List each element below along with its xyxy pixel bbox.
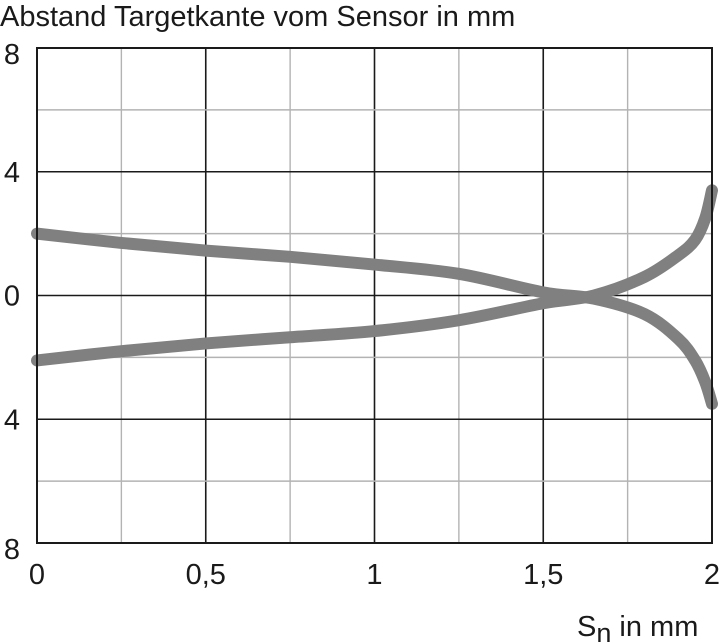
x-tick-label: 1,5 [523,559,563,591]
plot-border [36,47,713,544]
x-axis-label: Sn in mm [577,611,698,643]
series-line-1 [31,227,718,410]
y-tick-label: 4 [4,404,20,436]
tick-labels: 0 0,5 1 1,5 2 8 4 0 4 8 [4,39,720,591]
series-line-2 [31,184,718,367]
plot-frame [36,47,713,544]
y-tick-label: 8 [4,39,20,71]
x-tick-label: 0 [29,559,45,591]
x-tick-label: 1 [366,559,382,591]
y-tick-label: 8 [4,534,20,566]
x-axis-label-main: S [577,611,596,643]
x-tick-label: 2 [704,559,720,591]
x-tick-label: 0,5 [186,559,226,591]
chart-title: Abstand Targetkante vom Sensor in mm [0,1,515,33]
x-axis-label-subscript: n [596,618,611,643]
y-tick-label: 4 [4,157,20,189]
x-axis-label-unit: in mm [611,611,698,643]
series-group [31,184,718,410]
y-tick-label: 0 [4,281,20,313]
